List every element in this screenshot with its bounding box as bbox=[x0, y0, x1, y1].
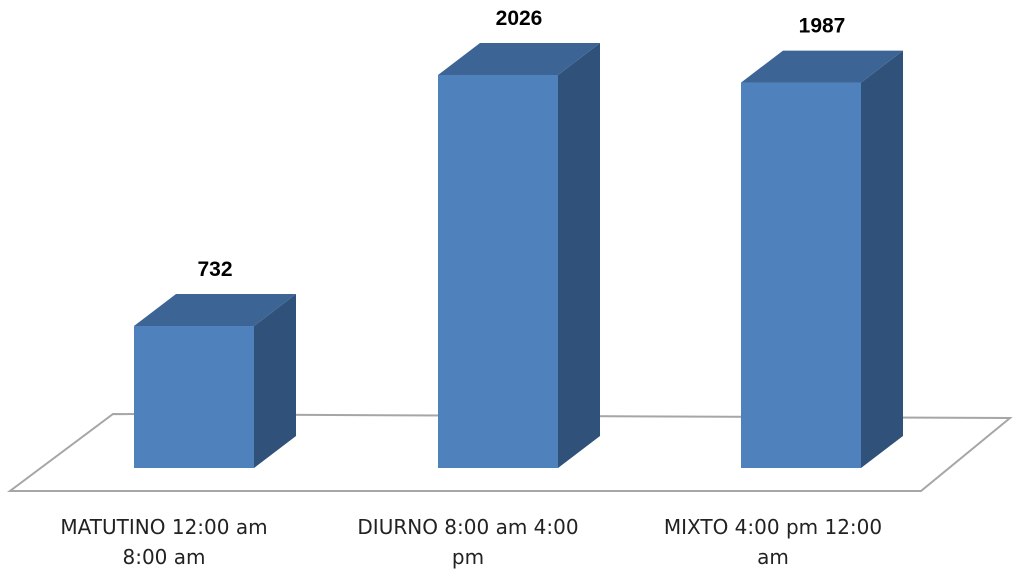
x-tick-label-line: DIURNO 8:00 am 4:00 bbox=[357, 515, 579, 539]
x-tick-label-line: 8:00 am bbox=[122, 545, 206, 569]
x-tick-label-line: MATUTINO 12:00 am bbox=[60, 515, 268, 539]
bar-side-face bbox=[861, 50, 903, 468]
bar-top-face bbox=[134, 294, 296, 327]
data-label: 732 bbox=[197, 258, 232, 281]
bar-front-face bbox=[438, 75, 558, 468]
bar bbox=[438, 43, 600, 468]
data-label: 1987 bbox=[799, 15, 846, 38]
x-tick-label-line: MIXTO 4:00 pm 12:00 bbox=[663, 515, 883, 539]
bar-front-face bbox=[134, 326, 254, 468]
bar-side-face bbox=[254, 294, 296, 468]
data-labels-group: 732 2026 1987 bbox=[197, 7, 845, 281]
data-label: 2026 bbox=[496, 7, 543, 30]
bars-group bbox=[134, 43, 903, 468]
x-tick-label-line: am bbox=[757, 545, 789, 569]
bar-side-face bbox=[558, 43, 600, 468]
x-tick-label-matutino: MATUTINO 12:00 am 8:00 am bbox=[44, 512, 284, 572]
x-tick-label-line: pm bbox=[451, 545, 485, 569]
bar bbox=[134, 294, 296, 468]
x-tick-label-mixto: MIXTO 4:00 pm 12:00 am bbox=[653, 512, 893, 572]
bar-top-face bbox=[438, 43, 600, 75]
x-tick-label-diurno: DIURNO 8:00 am 4:00 pm bbox=[348, 512, 588, 572]
bar-front-face bbox=[741, 82, 861, 468]
bar-top-face bbox=[741, 50, 903, 83]
bar bbox=[741, 50, 903, 468]
